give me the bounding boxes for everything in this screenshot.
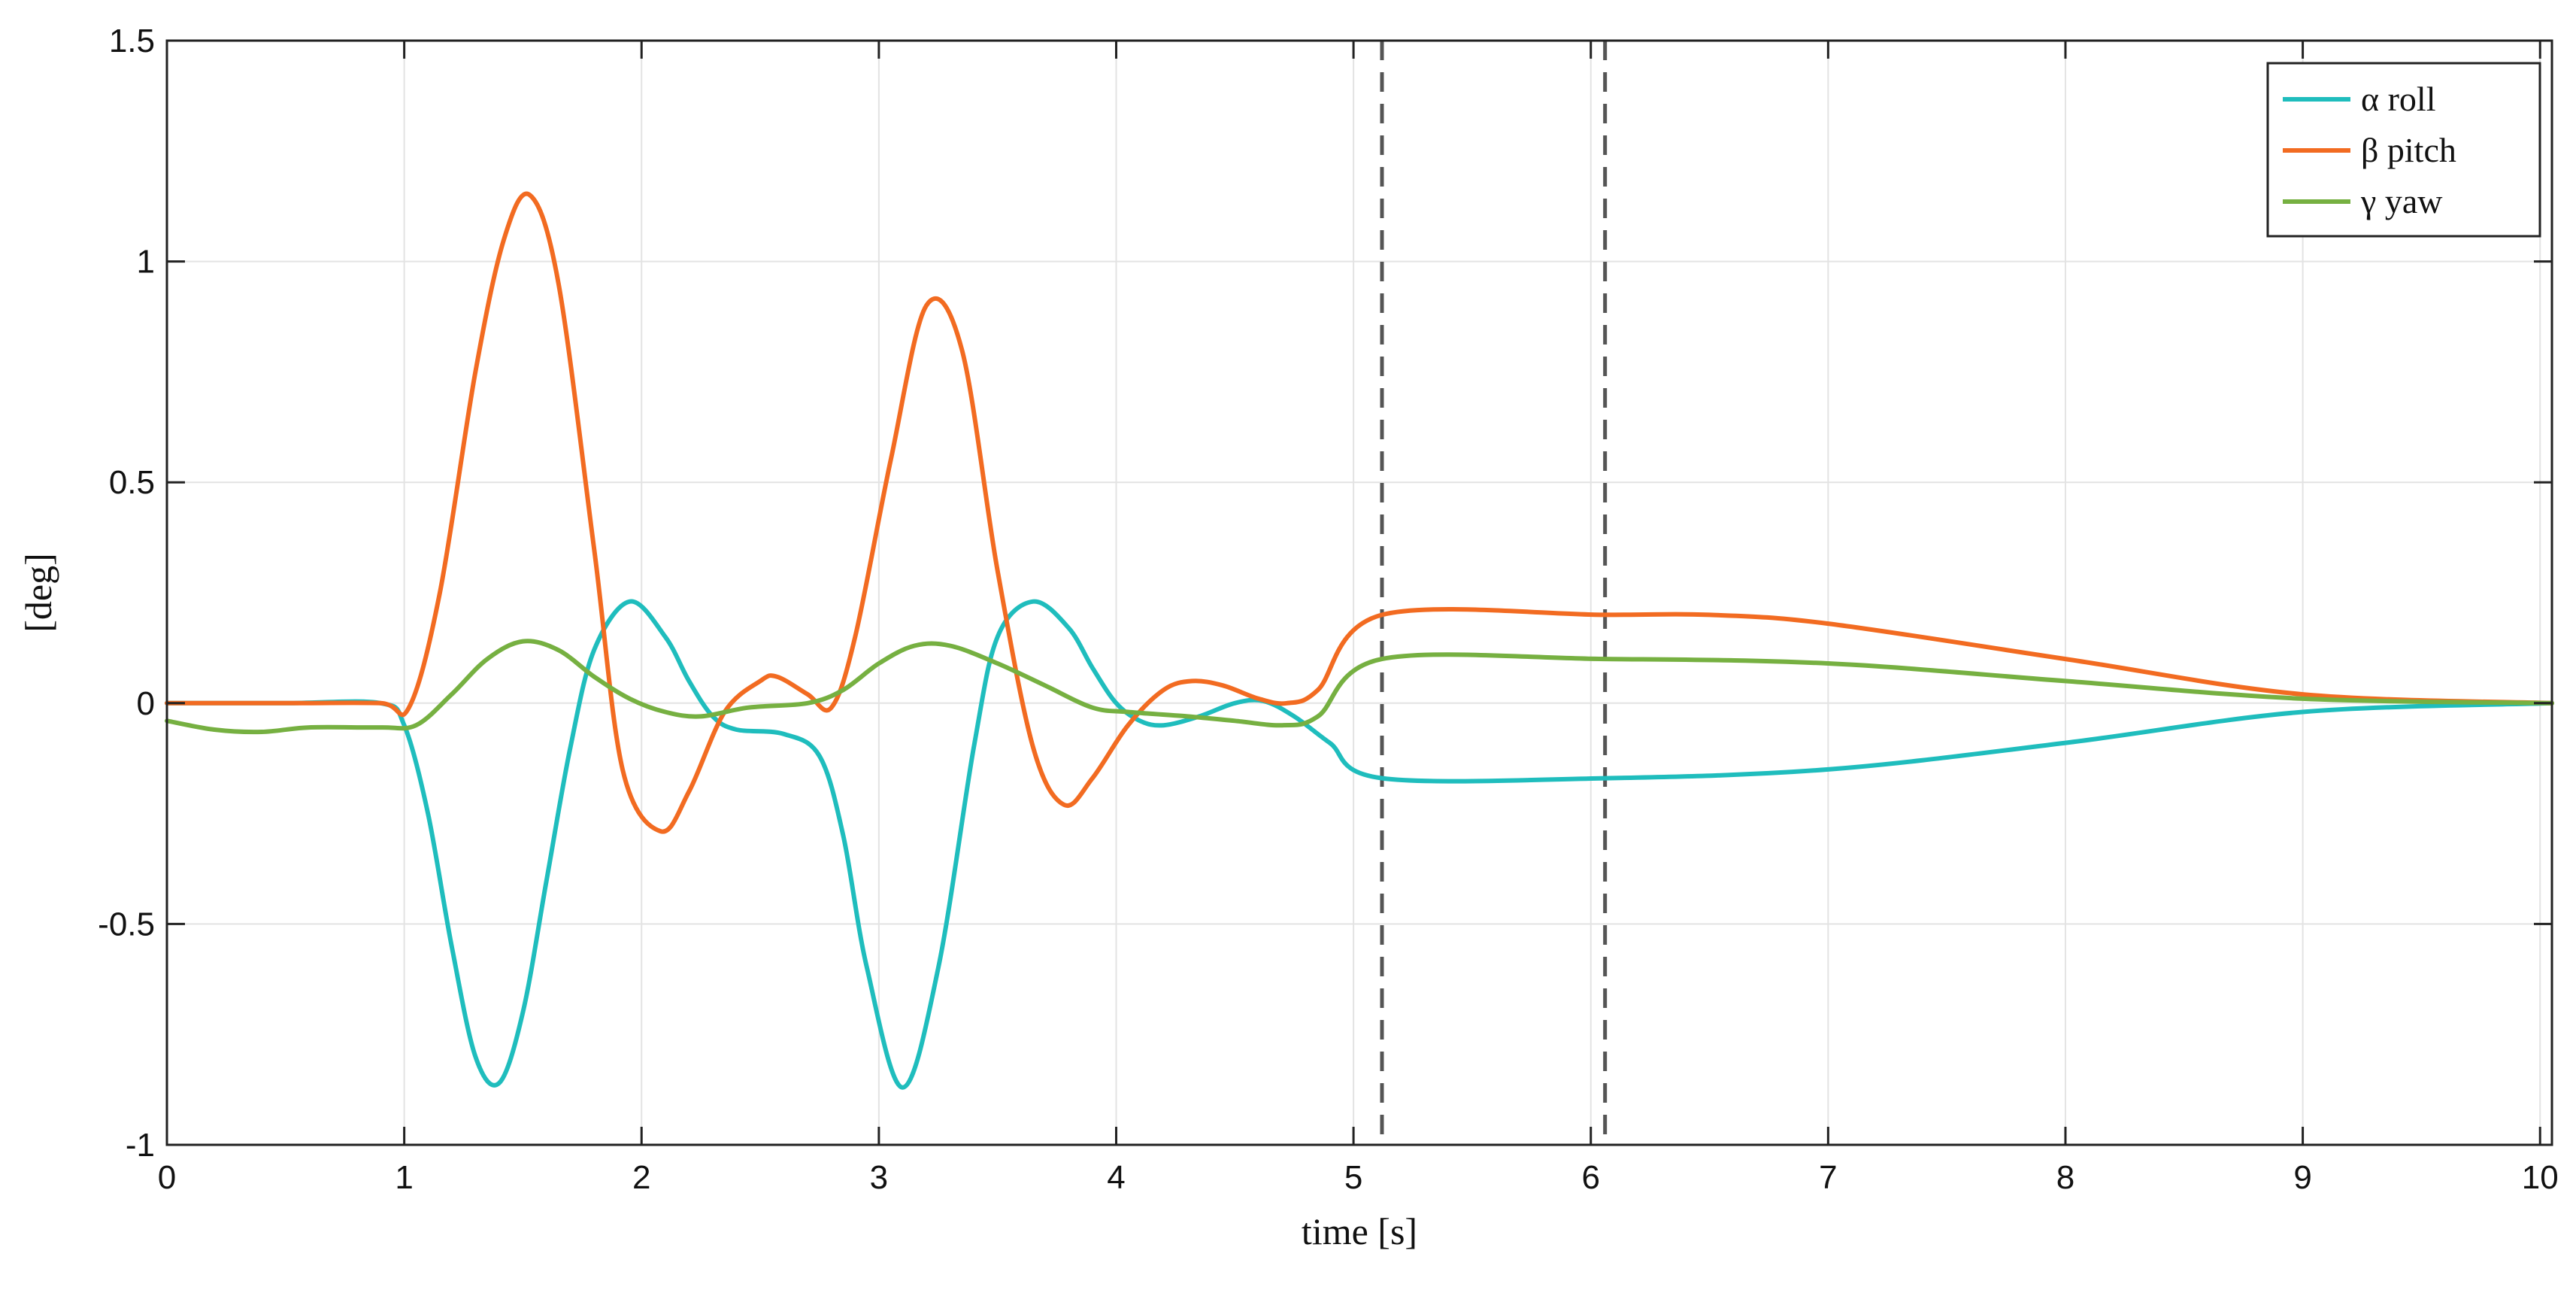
- series-line-2: [165, 639, 2554, 735]
- x-tick-label: 7: [1819, 1159, 1837, 1196]
- x-tick-label: 6: [1581, 1159, 1599, 1196]
- y-tick-label: 0: [137, 685, 155, 722]
- x-tick-label: 1: [395, 1159, 413, 1196]
- x-tick-label: 3: [870, 1159, 888, 1196]
- legend-label: γ yaw: [2360, 182, 2443, 220]
- tick-layer: 0 1 2 3 4 5 6 7 8 9 10 -1 -0.5 0 0.5 1 1.5: [98, 23, 2559, 1196]
- x-tick-label: 10: [2522, 1159, 2559, 1196]
- legend: α roll β pitch γ yaw: [2266, 62, 2541, 238]
- x-tick-label: 8: [2056, 1159, 2074, 1196]
- legend-label: α roll: [2361, 80, 2435, 118]
- legend-label: β pitch: [2361, 131, 2456, 169]
- x-tick-label: 5: [1344, 1159, 1362, 1196]
- x-tick-label: 0: [158, 1159, 176, 1196]
- y-tick-label: -1: [126, 1127, 155, 1164]
- dashed-marker-layer: [1380, 41, 1608, 1145]
- series-line-1: [165, 191, 2554, 834]
- plot-frame: [165, 39, 2553, 1146]
- series-layer: [165, 191, 2554, 1090]
- y-tick-label: 1.5: [109, 23, 155, 59]
- y-tick-label: 1: [137, 244, 155, 281]
- x-axis-label: time [s]: [1302, 1210, 1417, 1252]
- y-tick-label: -0.5: [98, 906, 155, 942]
- x-tick-label: 4: [1107, 1159, 1125, 1196]
- y-axis-label: [deg]: [17, 553, 59, 633]
- y-tick-label: 0.5: [109, 464, 155, 501]
- grid-layer: [166, 40, 2552, 1146]
- x-tick-label: 9: [2293, 1159, 2311, 1196]
- series-line-0: [165, 599, 2554, 1090]
- x-tick-label: 2: [632, 1159, 650, 1196]
